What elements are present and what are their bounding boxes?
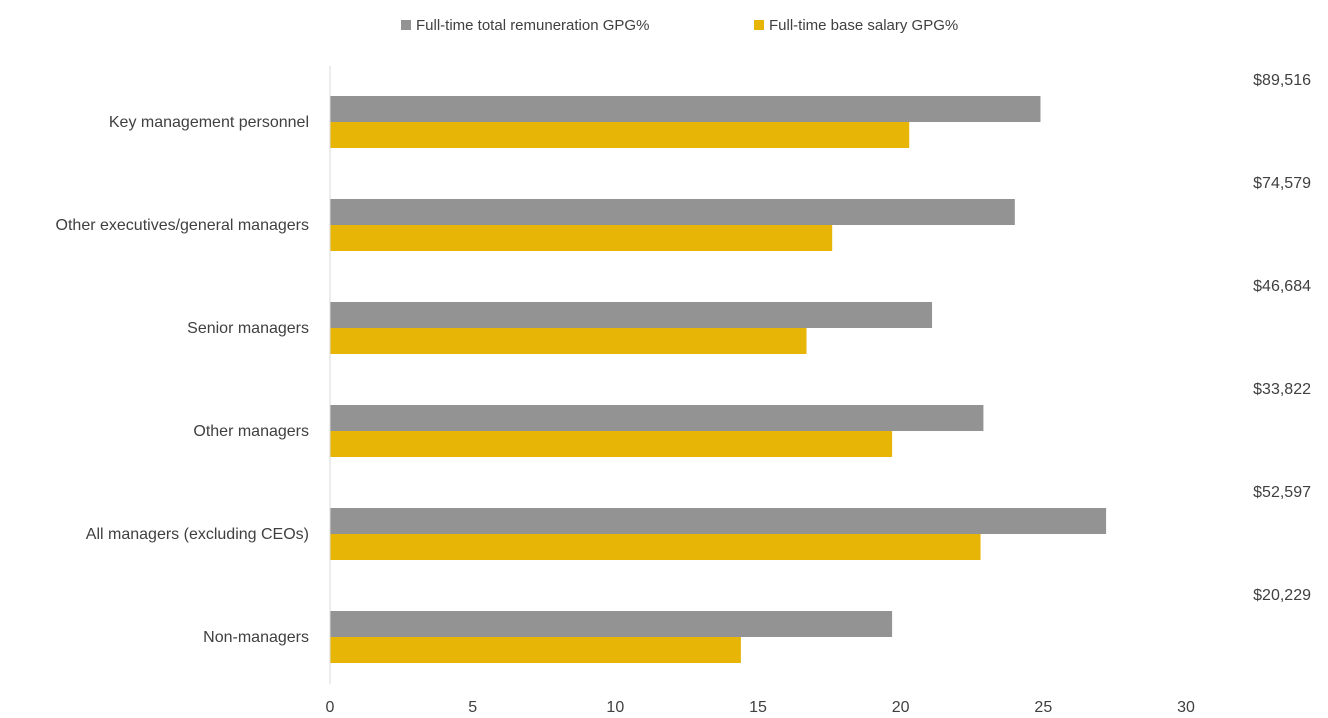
x-tick-label: 25 [1034, 699, 1052, 716]
x-tick-label: 10 [606, 699, 624, 716]
category-label: Other executives/general managers [56, 217, 309, 234]
category-label: Key management personnel [109, 114, 309, 131]
bars [330, 96, 1107, 663]
bar-total-remuneration [330, 96, 1041, 122]
category-label: Senior managers [187, 320, 309, 337]
bar-total-remuneration [330, 302, 933, 328]
category-labels: Key management personnel Other executives… [56, 114, 309, 646]
x-tick-label: 5 [468, 699, 477, 716]
category-label: Non-managers [203, 629, 309, 646]
x-tick-label: 30 [1177, 699, 1195, 716]
bar-total-remuneration [330, 611, 893, 637]
bar-base-salary [330, 534, 981, 560]
side-labels: $89,516 $74,579 $46,684 $33,822 $52,597 $20,2… [1253, 72, 1311, 604]
side-value-label: $74,579 [1253, 175, 1311, 192]
legend: Full-time total remuneration GPG% Full-ti… [401, 17, 958, 34]
side-value-label: $46,684 [1253, 278, 1311, 295]
bar-base-salary [330, 431, 893, 457]
legend-label-1: Full-time total remuneration GPG% [416, 17, 649, 34]
bar-base-salary [330, 225, 833, 251]
legend-swatch-1 [401, 20, 411, 30]
category-label: All managers (excluding CEOs) [86, 526, 309, 543]
bar-base-salary [330, 637, 741, 663]
category-label: Other managers [193, 423, 309, 440]
side-value-label: $33,822 [1253, 381, 1311, 398]
side-value-label: $20,229 [1253, 587, 1311, 604]
x-tick-label: 20 [892, 699, 910, 716]
bar-total-remuneration [330, 508, 1107, 534]
side-value-label: $52,597 [1253, 484, 1311, 501]
legend-swatch-2 [754, 20, 764, 30]
bar-total-remuneration [330, 405, 984, 431]
x-tick-label: 15 [749, 699, 767, 716]
bar-base-salary [330, 328, 807, 354]
side-value-label: $89,516 [1253, 72, 1311, 89]
x-tick-label: 0 [326, 699, 335, 716]
bar-total-remuneration [330, 199, 1015, 225]
bar-base-salary [330, 122, 910, 148]
legend-label-2: Full-time base salary GPG% [769, 17, 958, 34]
x-axis-ticks: 0 5 10 15 20 25 30 [326, 699, 1195, 716]
